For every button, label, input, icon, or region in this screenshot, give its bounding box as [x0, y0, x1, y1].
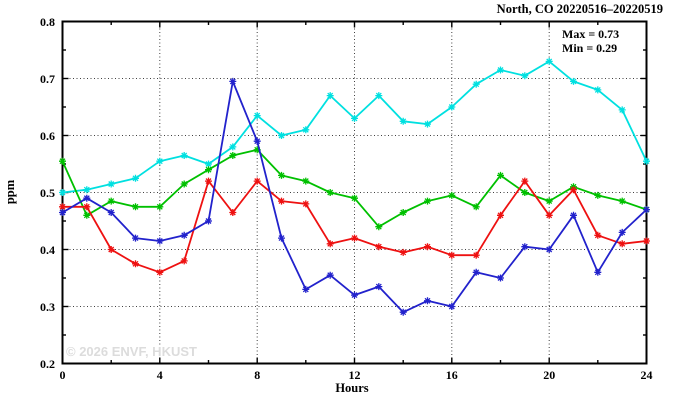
y-tick-label: 0.6	[40, 129, 55, 143]
y-tick-label: 0.4	[40, 243, 55, 257]
series-markers-blue	[59, 77, 650, 316]
x-tick-label: 24	[641, 368, 653, 382]
x-tick-label: 4	[157, 368, 163, 382]
y-tick-label: 0.2	[40, 357, 55, 371]
series-line-green	[61, 148, 647, 228]
chart-title: North, CO 20220516–20220519	[497, 2, 663, 16]
x-tick-label: 20	[543, 368, 555, 382]
y-tick-label: 0.5	[40, 186, 55, 200]
y-tick-label: 0.3	[40, 300, 55, 314]
max-annotation: Max = 0.73	[562, 27, 619, 41]
x-axis-label: Hours	[335, 381, 368, 395]
y-tick-label: 0.8	[40, 15, 55, 29]
series-markers-red	[59, 177, 650, 276]
plot-area: 0.2 0.3 0.4 0.5 0.6 0.7 0.8 0 4 8 12 16 20 24	[40, 15, 653, 382]
y-axis-label: ppm	[3, 179, 17, 204]
watermark: © 2026 ENVF, HKUST	[66, 344, 197, 359]
y-tick-label: 0.7	[40, 72, 55, 86]
x-tick-label: 16	[446, 368, 458, 382]
series-markers-cyan	[59, 57, 650, 196]
x-tick-label: 12	[349, 368, 361, 382]
x-tick-label: 0	[60, 368, 66, 382]
series-markers-green	[59, 146, 650, 231]
x-tick-label: 8	[254, 368, 260, 382]
min-annotation: Min = 0.29	[562, 41, 617, 55]
